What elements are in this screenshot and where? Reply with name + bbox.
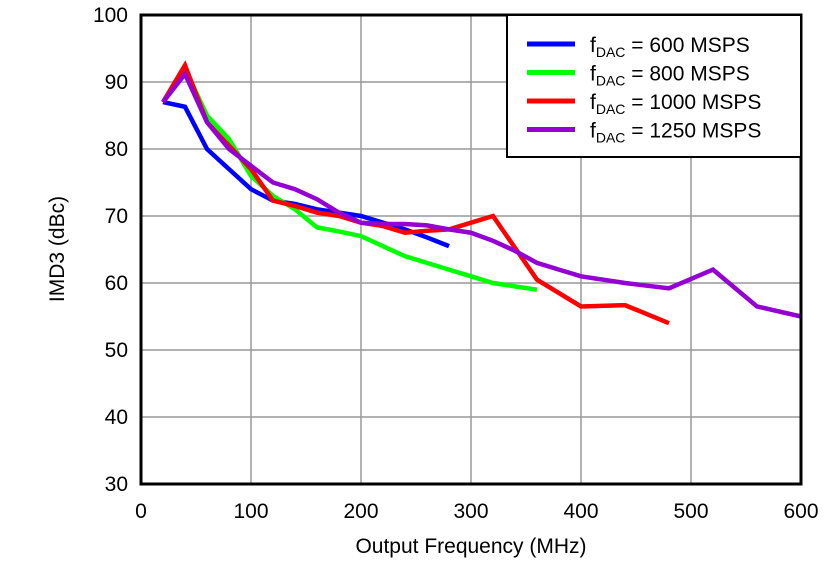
series-line [161, 64, 538, 292]
x-tick-label: 300 [453, 500, 488, 523]
tick-labels: 0 100 200 300 400 500 600 30 40 50 60 70 80 90 100 [93, 4, 819, 523]
y-tick-label: 40 [105, 406, 128, 429]
series-line [161, 69, 802, 319]
x-tick-label: 200 [343, 500, 378, 523]
x-axis-label: Output Frequency (MHz) [355, 535, 586, 558]
y-tick-label: 80 [105, 138, 128, 161]
x-tick-label: 0 [135, 500, 147, 523]
legend-box [506, 14, 802, 158]
legend-label: fDAC = 600 MSPS [590, 34, 750, 60]
y-tick-label: 100 [93, 4, 128, 27]
y-tick-label: 30 [105, 473, 128, 496]
legend-label: fDAC = 1250 MSPS [590, 120, 761, 146]
y-tick-label: 60 [105, 272, 128, 295]
y-tick-label: 50 [105, 339, 128, 362]
y-tick-label: 90 [105, 71, 128, 94]
x-tick-label: 400 [563, 500, 598, 523]
x-tick-label: 100 [233, 500, 268, 523]
x-tick-label: 600 [783, 500, 818, 523]
series-lines [161, 60, 802, 326]
legend-label: fDAC = 1000 MSPS [590, 91, 761, 117]
series-line [162, 99, 450, 249]
x-tick-label: 500 [673, 500, 708, 523]
plot-frame [139, 13, 803, 486]
legend-label: fDAC = 800 MSPS [590, 63, 750, 89]
y-axis-label: IMD3 (dBc) [46, 196, 69, 302]
y-tick-label: 70 [105, 205, 128, 228]
